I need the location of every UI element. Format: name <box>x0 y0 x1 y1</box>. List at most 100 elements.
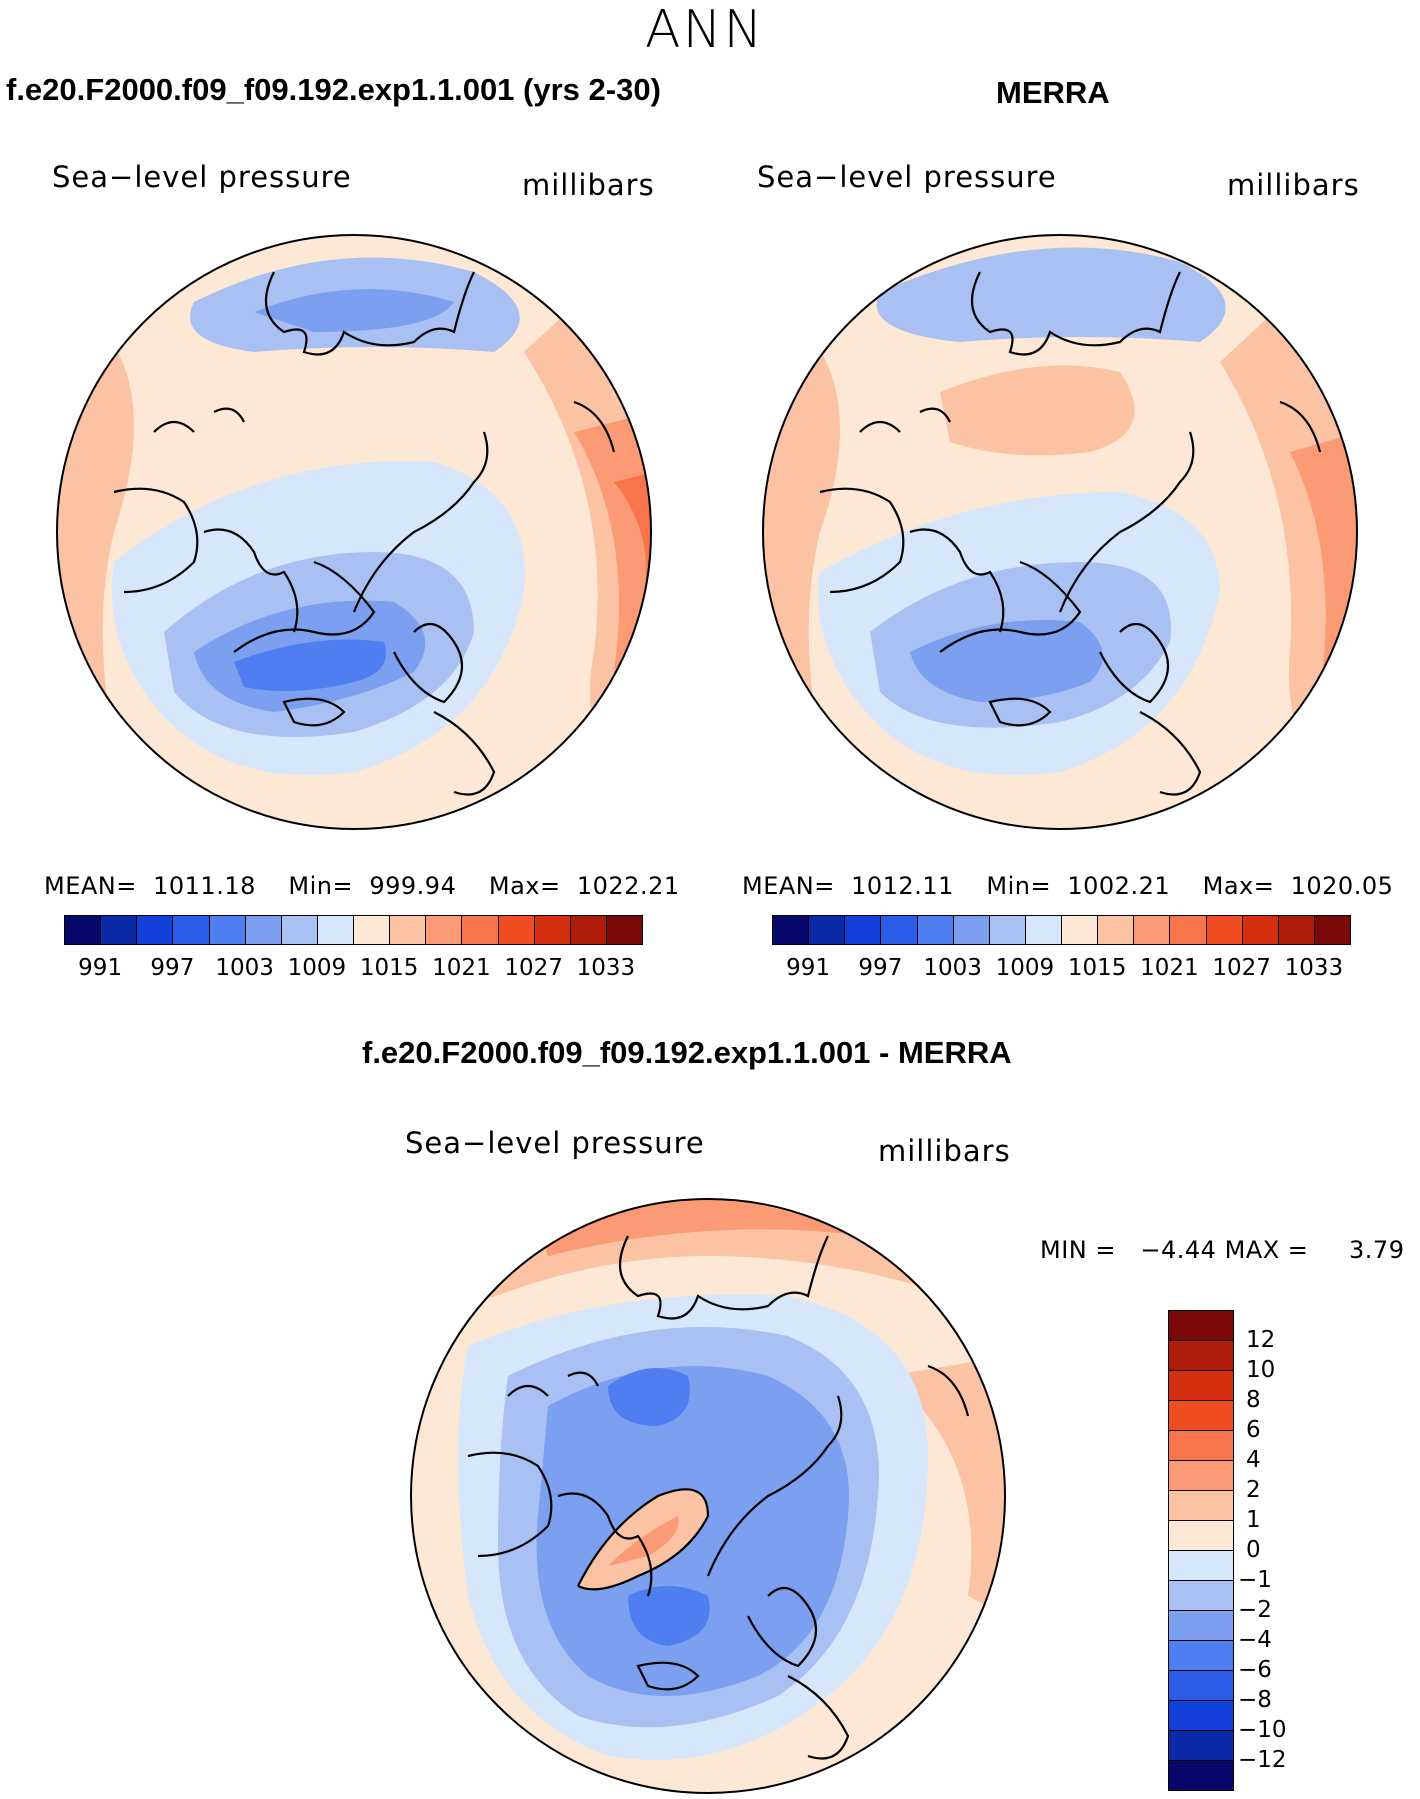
difference-title: f.e20.F2000.f09_f09.192.exp1.1.001 - MER… <box>362 1035 1012 1070</box>
panel-left-max: 1022.21 <box>576 872 680 900</box>
colorbar-left-swatch <box>100 915 138 945</box>
panel-left-min: 999.94 <box>369 872 457 900</box>
panel-right-variable: Sea−level pressure <box>757 160 1057 194</box>
colorbar-right-swatch <box>1241 915 1279 945</box>
colorbar-left <box>64 915 643 947</box>
colorbar-left-ticks: 991 997 1003 1009 1015 1021 1027 1033 <box>64 955 642 985</box>
panel-right-stats: MEAN= 1012.11 Min= 1002.21 Max= 1020.05 <box>742 872 1393 900</box>
panel-left-mean: 1011.18 <box>153 872 256 900</box>
colorbar-difference-swatch <box>1168 1610 1234 1641</box>
colorbar-difference-swatch <box>1168 1400 1234 1431</box>
panel-right-title: MERRA <box>996 75 1110 110</box>
colorbar-right-swatch <box>1097 915 1135 945</box>
colorbar-difference-tick-label: 2 <box>1246 1477 1261 1503</box>
colorbar-difference-swatch <box>1168 1640 1234 1671</box>
panel-left-title: f.e20.F2000.f09_f09.192.exp1.1.001 (yrs … <box>6 72 661 107</box>
panel-left-variable: Sea−level pressure <box>52 160 352 194</box>
colorbar-difference-swatch <box>1168 1760 1234 1791</box>
colorbar-difference-tick-label: −12 <box>1238 1747 1287 1773</box>
colorbar-right-swatch <box>844 915 882 945</box>
colorbar-left-swatch <box>497 915 535 945</box>
colorbar-left-tick-label: 991 <box>78 955 123 981</box>
panel-right-units: millibars <box>1227 168 1360 202</box>
colorbar-left-tick-label: 1021 <box>432 955 491 981</box>
panel-left-stats: MEAN= 1011.18 Min= 999.94 Max= 1022.21 <box>44 872 680 900</box>
colorbar-right-swatch <box>1169 915 1207 945</box>
colorbar-difference-tick-label: 8 <box>1246 1387 1261 1413</box>
colorbar-right-swatch <box>772 915 810 945</box>
colorbar-left-tick-label: 1027 <box>504 955 563 981</box>
colorbar-difference-swatch <box>1168 1460 1234 1491</box>
panel-right-min-label: Min= <box>986 872 1052 900</box>
colorbar-left-swatch <box>172 915 210 945</box>
difference-variable: Sea−level pressure <box>405 1126 705 1160</box>
colorbar-left-swatch <box>389 915 427 945</box>
colorbar-difference-tick-label: −8 <box>1238 1687 1272 1713</box>
panel-left-units: millibars <box>522 168 655 202</box>
colorbar-left-swatch <box>280 915 318 945</box>
colorbar-right-tick-label: 1021 <box>1140 955 1199 981</box>
colorbar-left-tick-label: 1033 <box>576 955 636 981</box>
panel-right-mean: 1012.11 <box>851 872 954 900</box>
colorbar-left-swatch <box>461 915 499 945</box>
colorbar-difference-tick-label: −6 <box>1238 1657 1272 1683</box>
map-difference <box>410 1198 1006 1794</box>
colorbar-left-swatch <box>353 915 391 945</box>
colorbar-difference-tick-label: −1 <box>1238 1567 1272 1593</box>
colorbar-difference-swatch <box>1168 1550 1234 1581</box>
season-title: ANN <box>645 0 765 60</box>
colorbar-difference-swatch <box>1168 1520 1234 1551</box>
colorbar-left-swatch <box>425 915 463 945</box>
colorbar-right-swatch <box>1024 915 1062 945</box>
colorbar-right-swatch <box>808 915 846 945</box>
panel-left-min-label: Min= <box>288 872 354 900</box>
colorbar-left-tick-label: 997 <box>150 955 195 981</box>
map-right <box>762 234 1358 830</box>
colorbar-difference-tick-label: 4 <box>1246 1447 1261 1473</box>
colorbar-difference-swatch <box>1168 1700 1234 1731</box>
colorbar-right-tick-label: 1003 <box>923 955 982 981</box>
difference-min-label: MIN = <box>1040 1236 1116 1264</box>
panel-right-mean-label: MEAN= <box>742 872 835 900</box>
map-left <box>56 234 652 830</box>
colorbar-right-tick-label: 1015 <box>1067 955 1127 981</box>
colorbar-left-swatch <box>605 915 643 945</box>
colorbar-right-tick-label: 997 <box>858 955 903 981</box>
colorbar-right-swatch <box>1205 915 1243 945</box>
colorbar-left-tick-label: 1009 <box>287 955 347 981</box>
colorbar-left-swatch <box>316 915 354 945</box>
colorbar-right <box>772 915 1351 947</box>
colorbar-difference <box>1168 1310 1234 1791</box>
colorbar-right-swatch <box>952 915 990 945</box>
difference-min: −4.44 <box>1140 1236 1217 1264</box>
colorbar-difference-swatch <box>1168 1580 1234 1611</box>
colorbar-right-swatch <box>1133 915 1171 945</box>
colorbar-right-swatch <box>988 915 1026 945</box>
colorbar-left-swatch <box>64 915 102 945</box>
panel-left-max-label: Max= <box>488 872 561 900</box>
colorbar-right-swatch <box>1313 915 1351 945</box>
colorbar-right-ticks: 991 997 1003 1009 1015 1021 1027 1033 <box>772 955 1350 985</box>
colorbar-difference-swatch <box>1168 1670 1234 1701</box>
colorbar-right-swatch <box>1061 915 1099 945</box>
colorbar-difference-swatch <box>1168 1310 1234 1341</box>
colorbar-difference-tick-label: 0 <box>1246 1537 1261 1563</box>
colorbar-left-tick-label: 1015 <box>359 955 419 981</box>
colorbar-right-tick-label: 1027 <box>1212 955 1271 981</box>
colorbar-right-tick-label: 991 <box>786 955 831 981</box>
colorbar-left-swatch <box>208 915 246 945</box>
colorbar-difference-tick-label: 6 <box>1246 1417 1261 1443</box>
difference-stats: MIN = −4.44 MAX = 3.79 <box>1040 1236 1404 1264</box>
colorbar-difference-tick-label: 1 <box>1246 1507 1261 1533</box>
colorbar-left-swatch <box>533 915 571 945</box>
panel-right-max: 1020.05 <box>1290 872 1394 900</box>
colorbar-difference-tick-label: −4 <box>1238 1627 1272 1653</box>
difference-units: millibars <box>878 1134 1011 1168</box>
difference-max: 3.79 <box>1349 1236 1405 1264</box>
colorbar-difference-tick-label: 10 <box>1246 1357 1276 1383</box>
panel-right-max-label: Max= <box>1202 872 1275 900</box>
colorbar-difference-swatch <box>1168 1430 1234 1461</box>
difference-max-label: MAX = <box>1224 1236 1309 1264</box>
panel-right-min: 1002.21 <box>1067 872 1171 900</box>
colorbar-difference-tick-label: −2 <box>1238 1597 1272 1623</box>
